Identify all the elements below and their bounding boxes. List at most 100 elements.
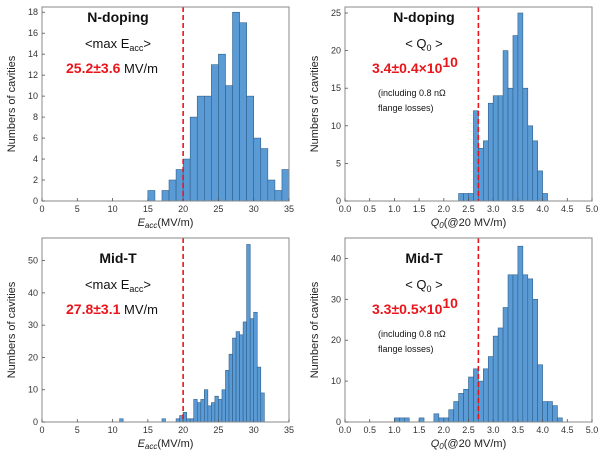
histogram-bar	[497, 327, 504, 423]
x-tick-label: 0	[39, 425, 44, 435]
highlight-value: 3.4±0.4×10	[372, 60, 443, 76]
x-tick-label: 20	[178, 204, 188, 214]
panel-ndoping-q0: 0.0 0.5 1.0 1.5 2.0 2.5 3.0 3.5 4.0 4.5 5.0 0 5 10 15 2…	[309, 6, 599, 230]
panel-midt-q0: 0.0 0.5 1.0 1.5 2.0 2.5 3.0 3.5 4.0 4.5 5.0 0 10 20 30…	[309, 237, 598, 451]
histogram-bar	[497, 95, 504, 202]
plot-frame	[41, 6, 290, 202]
annotation-subtitle-end: >	[143, 277, 151, 292]
histogram-bar	[492, 95, 499, 202]
histogram-bar	[260, 392, 265, 423]
y-tick-label: 40	[331, 253, 341, 263]
y-tick-label: 50	[28, 256, 38, 266]
x-tick-label: 4.5	[561, 425, 574, 435]
histogram-bar	[204, 95, 212, 202]
histogram-bar	[211, 64, 219, 202]
x-axis-label-subscript: acc	[145, 442, 157, 451]
histogram-bar	[242, 321, 247, 423]
histogram-bar	[193, 399, 198, 423]
x-tick-label: 3.0	[487, 204, 500, 214]
histogram-bar	[507, 87, 514, 202]
y-tick-label: 14	[28, 49, 38, 59]
y-axis-label: Numbers of cavities	[6, 281, 18, 378]
annotation-subtitle: <max Eacc>	[85, 36, 151, 53]
annotation-subtitle-subscript: 0	[427, 43, 432, 53]
highlight-value: 25.2±3.6	[66, 60, 121, 76]
annotation-subtitle-subscript: acc	[129, 284, 144, 294]
plot-frame	[41, 237, 290, 423]
x-axis-label-unit: (@20 MV/m)	[444, 438, 507, 450]
y-tick-label: 5	[336, 158, 341, 168]
histogram-bar	[168, 179, 177, 202]
histogram-bar	[218, 399, 223, 423]
x-axis-label-unit: (@20 MV/m)	[444, 217, 507, 229]
histogram-bar	[542, 401, 548, 423]
y-tick-label: 30	[28, 320, 38, 330]
x-tick-label: 3.5	[512, 204, 525, 214]
annotation-highlight: 3.4±0.4×1010	[372, 54, 458, 76]
x-tick-label: 0.5	[363, 204, 376, 214]
x-tick-label: 5	[75, 204, 80, 214]
histogram-bar	[492, 335, 499, 423]
annotation-note-line: (including 0.8 nΩ	[378, 88, 446, 98]
x-axis-label-symbol: E	[138, 217, 146, 229]
x-tick-label: 2.5	[462, 204, 475, 214]
y-axis-label: Numbers of cavities	[309, 55, 321, 152]
histogram-bar	[532, 140, 538, 202]
annotation-subtitle-start: < Q	[405, 36, 426, 51]
x-tick-label: 15	[143, 204, 153, 214]
histogram-bar	[196, 402, 202, 423]
x-tick-label: 5.0	[586, 204, 599, 214]
histogram-bar	[458, 393, 464, 423]
annotation-subtitle-end: >	[143, 36, 151, 51]
histogram-bar	[182, 158, 191, 202]
x-tick-label: 0.0	[339, 425, 352, 435]
x-tick-label: 35	[284, 204, 294, 214]
x-tick-label: 1.0	[388, 204, 401, 214]
histogram-bar	[253, 311, 258, 423]
x-axis-label-subscript: 0	[439, 221, 444, 230]
x-tick-label: 25	[213, 204, 223, 214]
annotation-note-line: (including 0.8 nΩ	[378, 329, 446, 339]
histogram-bar	[246, 244, 251, 423]
histogram-bar	[512, 274, 519, 423]
x-axis-label-symbol: Q	[431, 438, 440, 450]
y-tick-label: 20	[331, 335, 341, 345]
highlight-exponent: 10	[442, 295, 458, 311]
y-tick-label: 0	[336, 196, 341, 206]
x-axis-label-subscript: acc	[145, 221, 157, 230]
histogram-bar	[463, 388, 469, 423]
annotation-highlight: 27.8±3.1 MV/m	[66, 301, 158, 317]
y-tick-label: 10	[331, 376, 341, 386]
y-tick-label: 15	[331, 83, 341, 93]
histogram-bar	[260, 148, 269, 202]
histogram-bar	[253, 137, 262, 202]
panel-ndoping-eacc: 0 5 10 15 20 25 30 35024681012141618Eacc(MV/m)N…	[6, 6, 294, 230]
histogram-bar	[225, 370, 230, 423]
y-tick-label: 6	[33, 133, 38, 143]
annotation-subtitle-subscript: acc	[129, 43, 144, 53]
y-tick-label: 25	[331, 8, 341, 18]
y-tick-label: 16	[28, 28, 38, 38]
histogram-bar	[204, 389, 209, 423]
y-tick-label: 2	[33, 175, 38, 185]
histogram-bar	[281, 169, 290, 202]
annotation-subtitle-start: <max E	[85, 277, 130, 292]
y-tick-label: 10	[28, 385, 38, 395]
x-tick-label: 15	[143, 425, 153, 435]
panel-midt-eacc: 0 5 10 15 20 25 30 3501020304050Eacc(MV/m)Numbe…	[6, 237, 294, 451]
histogram-bar	[433, 413, 440, 423]
histogram-bar	[196, 95, 205, 202]
histogram-bar	[522, 87, 529, 202]
x-tick-label: 10	[108, 204, 118, 214]
histogram-bar	[256, 366, 262, 423]
y-axis-label: Numbers of cavities	[309, 281, 321, 378]
x-tick-label: 30	[249, 204, 259, 214]
histogram-bar	[189, 116, 198, 202]
histogram-bar	[399, 417, 405, 423]
histogram-bar	[443, 417, 450, 423]
x-tick-label: 35	[284, 425, 294, 435]
y-tick-label: 0	[336, 417, 341, 427]
histogram-bar	[200, 399, 205, 423]
highlight-exponent: 10	[442, 54, 458, 70]
x-axis-label-symbol: E	[138, 438, 146, 450]
